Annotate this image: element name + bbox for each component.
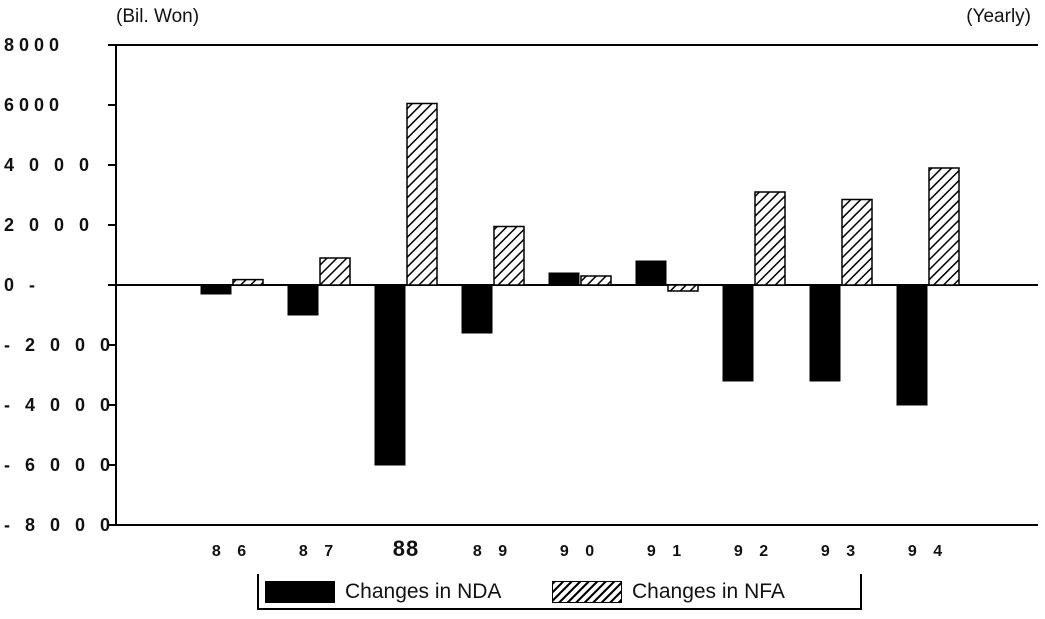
y-tick-label: - 6 0 0 0 — [4, 455, 115, 475]
bar-nfa — [232, 278, 264, 286]
period-label: (Yearly) — [966, 6, 1031, 27]
bar-nda — [722, 284, 754, 382]
bar-nfa — [580, 275, 612, 286]
y-tick-label: 2 0 0 0 — [4, 215, 94, 235]
legend: Changes in NDA Changes in NFA — [257, 574, 862, 610]
bars — [200, 102, 960, 466]
y-tick-label: - 4 0 0 0 — [4, 395, 115, 415]
x-tick-label: 8 9 — [473, 543, 513, 560]
bar-nda — [896, 284, 928, 406]
x-tick-label: 88 — [393, 536, 419, 561]
bar-chart: 8000 6000 4 0 0 0 2 0 0 0 0 - - 2 0 0 0 - 4 0 … — [4, 35, 1038, 561]
x-tick-label: 8 7 — [299, 543, 339, 560]
bar-nfa — [406, 102, 438, 286]
y-ticks: 8000 6000 4 0 0 0 2 0 0 0 0 - - 2 0 0 0 - 4 0 … — [4, 35, 116, 535]
bar-nda — [809, 284, 841, 382]
legend-left-border — [257, 574, 259, 608]
x-ticks: 8 6 8 7 88 8 9 9 0 9 1 9 2 9 3 9 4 — [212, 536, 948, 561]
bar-nfa — [319, 257, 351, 286]
bar-nfa — [928, 167, 960, 286]
y-tick-label: 4 0 0 0 — [4, 155, 94, 175]
x-tick-label: 9 2 — [734, 543, 774, 560]
bar-nfa — [667, 284, 699, 292]
x-tick-label: 9 4 — [908, 543, 948, 560]
y-tick-label: 6000 — [4, 95, 64, 115]
bar-nfa — [754, 191, 786, 286]
x-tick-label: 9 0 — [560, 543, 600, 560]
bar-nda — [200, 284, 232, 295]
legend-label-nda: Changes in NDA — [345, 580, 502, 603]
legend-item-nda: Changes in NDA — [265, 580, 501, 604]
legend-right-border — [860, 574, 862, 608]
legend-item-nfa: Changes in NFA — [552, 580, 785, 604]
bar-nda — [287, 284, 319, 316]
legend-bottom-border — [257, 608, 862, 610]
bar-nda — [548, 272, 580, 286]
bar-nfa — [493, 225, 525, 286]
y-axis-unit-label: (Bil. Won) — [116, 6, 200, 27]
y-tick-label: 8000 — [4, 35, 64, 55]
legend-swatch-nda — [265, 581, 335, 603]
bar-nda — [374, 284, 406, 466]
bar-nda — [635, 260, 667, 286]
x-tick-label: 9 1 — [647, 543, 687, 560]
bar-nda — [461, 284, 493, 334]
legend-label-nfa: Changes in NFA — [632, 580, 785, 603]
x-tick-label: 8 6 — [212, 543, 252, 560]
legend-swatch-nfa — [552, 581, 622, 603]
y-tick-label: 0 - — [4, 275, 40, 295]
bar-nfa — [841, 198, 873, 286]
y-tick-label: - 2 0 0 0 — [4, 335, 115, 355]
x-tick-label: 9 3 — [821, 543, 861, 560]
y-tick-label: - 8 0 0 0 — [4, 515, 115, 535]
